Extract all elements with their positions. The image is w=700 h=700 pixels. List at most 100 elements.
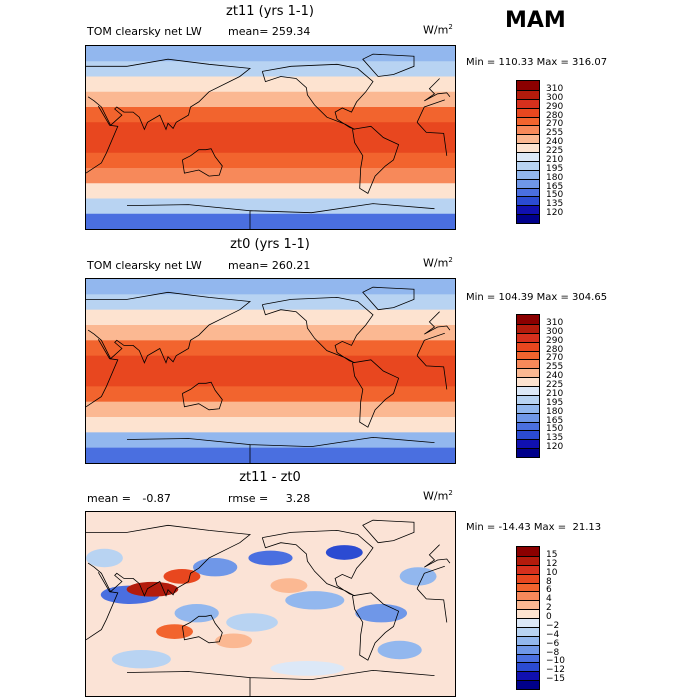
continent-outline	[126, 669, 435, 696]
colorbar-swatch	[517, 448, 539, 457]
colorbar-tick-label: −15	[546, 674, 565, 685]
colorbar-tick-label: 10	[546, 567, 558, 578]
anomaly-blob	[270, 578, 308, 593]
colorbar-swatch	[517, 143, 539, 152]
anomaly-blob	[248, 550, 293, 566]
colorbar-swatch	[517, 205, 539, 215]
colorbar-tick-label: 270	[546, 353, 564, 364]
continent-outline	[261, 63, 374, 130]
continent-outline	[352, 125, 400, 194]
colorbar-swatch	[517, 430, 539, 440]
continent-outline	[261, 296, 374, 364]
colorbar-swatch	[517, 332, 539, 342]
colorbar-tick-label: 270	[546, 119, 564, 130]
colorbar-swatch	[517, 196, 539, 206]
colorbar-tick-label: 180	[546, 172, 564, 183]
panel-2-mean-label: mean=	[228, 259, 269, 272]
continent-outline	[352, 359, 400, 428]
panel-1-mean-value: 259.34	[271, 25, 311, 38]
colorbar-tick-label: 180	[546, 406, 564, 417]
panel-2-mean: mean= 260.21	[228, 259, 310, 272]
colorbar-tick-label: 12	[546, 558, 558, 569]
colorbar-tick-label: 0	[546, 612, 552, 622]
colorbar-tick-label: 2	[546, 603, 552, 614]
continent-outline	[182, 614, 223, 644]
colorbar-tick-label: −6	[546, 638, 560, 649]
panel-2-title: zt0 (yrs 1-1)	[230, 237, 310, 252]
colorbar-swatch	[517, 125, 539, 135]
colorbar-swatch	[517, 582, 539, 592]
continent-outline	[261, 529, 374, 597]
colorbar-swatch	[517, 315, 539, 324]
panel-1-colorbar-labels: 310 300 290 280 270 255 240 225 210 195 180 165 150 1…	[546, 80, 586, 224]
zonal-band	[86, 417, 455, 433]
colorbar-swatch	[517, 653, 539, 663]
anomaly-blob	[377, 640, 422, 660]
colorbar-tick-label: 255	[546, 128, 564, 139]
colorbar-tick-label: 280	[546, 344, 564, 355]
colorbar-swatch	[517, 187, 539, 197]
zonal-band	[86, 168, 455, 184]
colorbar-tick-label: −4	[546, 629, 560, 640]
anomaly-blob	[285, 591, 345, 610]
panel-2-mean-value: 260.21	[271, 259, 311, 272]
colorbar-swatch	[517, 573, 539, 583]
zonal-band	[86, 91, 455, 108]
panel-3-mean-value: -0.87	[142, 492, 171, 505]
colorbar-tick-label: 8	[546, 576, 552, 587]
colorbar-swatch	[517, 555, 539, 565]
anomaly-blob	[270, 661, 345, 676]
continent-outline	[182, 381, 223, 411]
panel-3-rmse-label: rmse =	[228, 492, 269, 505]
colorbar-swatch	[517, 169, 539, 179]
zonal-band	[86, 46, 455, 62]
anomaly-blob	[215, 633, 253, 649]
panel-3-rmse-value: 3.28	[285, 492, 311, 505]
continent-outline	[362, 519, 415, 544]
anomaly-blob	[86, 548, 123, 568]
zonal-band	[86, 447, 455, 463]
anomaly-blob	[399, 567, 437, 586]
colorbar-tick-label: −10	[546, 656, 565, 667]
colorbar-tick-label: 120	[546, 208, 564, 219]
colorbar-swatch	[517, 81, 539, 90]
zonal-band	[86, 355, 455, 372]
colorbar-tick-label: 225	[546, 146, 564, 156]
colorbar-swatch	[517, 609, 539, 618]
continent-outline	[86, 99, 448, 174]
colorbar-tick-label: 290	[546, 101, 564, 112]
panel-2-units-exp: 2	[448, 256, 453, 264]
colorbar-tick-label: 280	[546, 110, 564, 121]
colorbar-tick-label: 135	[546, 199, 564, 210]
panel-2-variable: TOM clearsky net LW	[87, 259, 202, 272]
colorbar-tick-label: 300	[546, 92, 564, 103]
colorbar-swatch	[517, 160, 539, 170]
colorbar-swatch	[517, 341, 539, 351]
colorbar-swatch	[517, 626, 539, 636]
colorbar-swatch	[517, 107, 539, 117]
panel-3-units-text: W/m	[423, 489, 449, 503]
panel-2-units: W/m2	[423, 256, 453, 270]
continent-outline	[86, 524, 451, 597]
colorbar-swatch	[517, 368, 539, 378]
anomaly-blob	[163, 569, 201, 584]
panel-2-colorbar	[516, 314, 540, 458]
continent-outline	[352, 592, 400, 661]
panel-1-colorbar	[516, 80, 540, 224]
continent-outline	[86, 332, 448, 408]
colorbar-swatch	[517, 564, 539, 574]
colorbar-swatch	[517, 359, 539, 369]
colorbar-swatch	[517, 98, 539, 108]
colorbar-swatch	[517, 547, 539, 556]
panel-1-map	[85, 45, 456, 230]
colorbar-tick-label: 150	[546, 190, 564, 201]
zonal-band	[86, 76, 455, 93]
colorbar-tick-label: 310	[546, 317, 564, 328]
colorbar-tick-label: 225	[546, 380, 564, 390]
colorbar-tick-label: 195	[546, 397, 564, 408]
panel-3-rmse: rmse = 3.28	[228, 492, 310, 505]
panel-2-colorbar-labels: 310 300 290 280 270 255 240 225 210 195 180 165 150 1…	[546, 314, 586, 458]
colorbar-tick-label: 240	[546, 371, 564, 382]
continent-outline	[126, 436, 435, 463]
colorbar-swatch	[517, 421, 539, 431]
